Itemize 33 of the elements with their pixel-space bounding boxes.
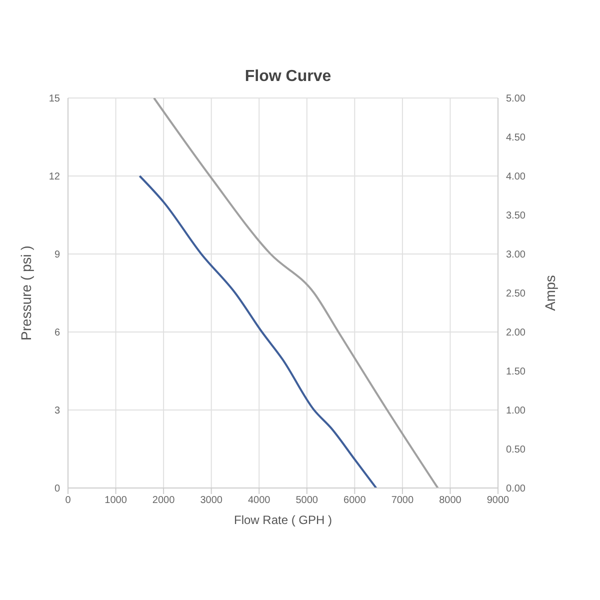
- y-tick-label: 12: [48, 172, 60, 183]
- x-tick-label: 9000: [486, 495, 510, 506]
- x-tick-label: 3000: [200, 495, 223, 506]
- chart-title: Flow Curve: [244, 68, 332, 86]
- line-series: [153, 98, 439, 488]
- y2-axis-title: Amps: [542, 275, 558, 311]
- y-tick-label: 9: [54, 250, 60, 261]
- y-tick-label: 0: [54, 484, 60, 495]
- y2-tick-label: 3.50: [506, 210, 526, 222]
- y-axis-title: Pressure ( psi ): [18, 246, 34, 340]
- x-tick-label: 1000: [104, 495, 128, 506]
- y2-tick-label: 5.00: [506, 94, 526, 105]
- y2-tick-label: 0.00: [506, 484, 526, 495]
- x-tick-label: 4000: [248, 495, 271, 506]
- x-tick-label: 5000: [296, 495, 318, 506]
- line-series: [138, 175, 378, 488]
- x-axis-title: Flow Rate ( GPH ): [234, 513, 332, 527]
- y2-tick-label: 3.00: [506, 250, 526, 261]
- y-tick-label: 3: [54, 406, 60, 417]
- y2-tick-label: 0.50: [506, 444, 526, 456]
- x-tick-label: 2000: [152, 495, 176, 506]
- x-tick-label: 6000: [344, 495, 366, 506]
- y-tick-label: 15: [48, 94, 60, 105]
- y2-tick-label: 4.50: [506, 132, 526, 144]
- y2-tick-label: 1.00: [506, 406, 526, 417]
- x-tick-label: 7000: [391, 495, 414, 506]
- y2-tick-label: 2.50: [506, 288, 526, 300]
- x-tick-label: 0: [65, 495, 72, 506]
- x-tick-label: 8000: [439, 495, 462, 506]
- y2-tick-label: 2.00: [506, 328, 526, 339]
- y-tick-label: 6: [54, 328, 60, 339]
- y2-tick-label: 1.50: [506, 366, 526, 378]
- y2-tick-label: 4.00: [506, 172, 526, 183]
